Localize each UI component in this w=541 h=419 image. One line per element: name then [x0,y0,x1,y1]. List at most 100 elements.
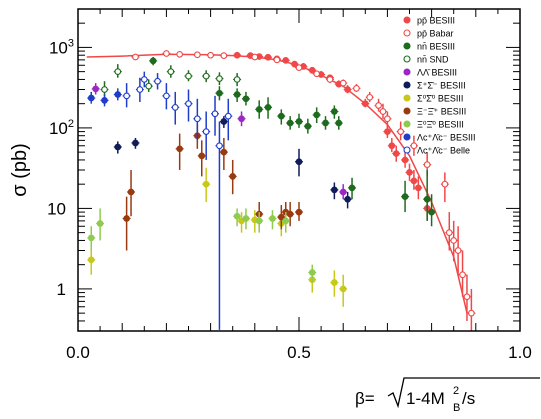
data-point [325,76,334,84]
marker [339,79,347,87]
marker [295,64,303,72]
y-tick-label: 1 [57,280,66,299]
marker [397,128,405,135]
data-point [308,66,317,74]
marker [401,156,409,164]
data-point [202,111,211,160]
data-point [100,94,109,107]
legend: pp̄ BESIII pp̄ Babar nn̄ BESIII nn̄ SND ΛΛ̄ … [403,16,476,156]
data-point [175,133,184,170]
data-point [219,116,228,128]
series-4 [91,83,348,200]
data-point [250,53,259,61]
x-axis-label: β= 1-4M 2 B /s [355,377,540,414]
data-point [215,72,224,86]
data-point [295,113,303,128]
data-point [255,100,264,119]
marker [251,53,259,61]
legend-marker [403,146,411,154]
marker [101,96,108,104]
marker [132,139,139,147]
marker [277,213,285,221]
marker [384,115,391,123]
marker [277,112,285,120]
data-point [184,89,193,122]
x-tick-label: 0.5 [287,343,311,362]
marker [255,106,263,113]
data-point [264,53,273,61]
y-tick-label: 10 [47,199,66,218]
legend-entry: nn̄ BESIII [417,42,455,52]
marker [242,215,250,222]
x-tick-label: 1.0 [508,343,532,362]
data-point [277,205,286,230]
data-point [237,111,246,127]
marker [202,72,210,80]
marker [445,229,453,236]
marker [216,142,223,150]
data-point [91,83,100,95]
marker [123,215,130,222]
data-point [255,212,264,233]
data-point [343,191,352,209]
data-point [131,53,140,61]
marker [401,193,409,200]
marker [273,56,281,64]
data-point [153,73,162,90]
data-points-layer [87,50,476,331]
marker [216,75,223,82]
data-point [458,250,467,297]
marker [366,93,374,101]
data-point [272,56,281,64]
marker [136,86,144,93]
marker [87,234,95,242]
data-point [409,170,418,190]
legend-entry: Λc⁺Λ̄c⁻ Belle [417,146,470,156]
data-point [113,88,122,101]
marker [171,104,179,111]
marker [322,119,329,127]
marker [379,108,387,115]
data-point [281,57,290,64]
marker [454,247,462,254]
svg-text:1-4M: 1-4M [406,389,445,408]
data-point [312,70,321,78]
data-point [228,159,237,195]
marker [255,217,263,225]
data-point [330,105,339,119]
series-8 [87,208,317,283]
marker [220,148,228,156]
data-point [144,79,153,92]
marker [114,143,122,151]
data-point [171,91,180,125]
data-point [339,79,348,88]
data-point [202,167,211,203]
marker [375,102,382,109]
marker [207,51,214,59]
data-point [113,64,122,78]
data-point [184,70,193,82]
data-point [295,202,303,221]
series-9 [87,88,122,107]
marker [339,188,347,196]
legend-entry: Ξ⁰Ξ̄⁰ BESIII [417,120,464,130]
marker [145,82,153,90]
marker [331,186,338,194]
marker [176,50,184,58]
marker [308,269,316,276]
legend-entry: Σ⁰Σ̄⁰ BESIII [417,94,463,104]
data-point [423,170,432,221]
x-axis-label-radicand-a: 1-4M [406,389,445,408]
legend-entry: pp̄ Babar [417,29,454,39]
marker [344,86,351,93]
data-point [330,182,339,200]
data-point [87,226,96,251]
marker [406,169,413,176]
marker [286,119,294,127]
data-point [219,52,228,59]
marker [348,184,356,192]
data-point [383,111,392,128]
marker [101,86,108,93]
marker [361,100,369,108]
